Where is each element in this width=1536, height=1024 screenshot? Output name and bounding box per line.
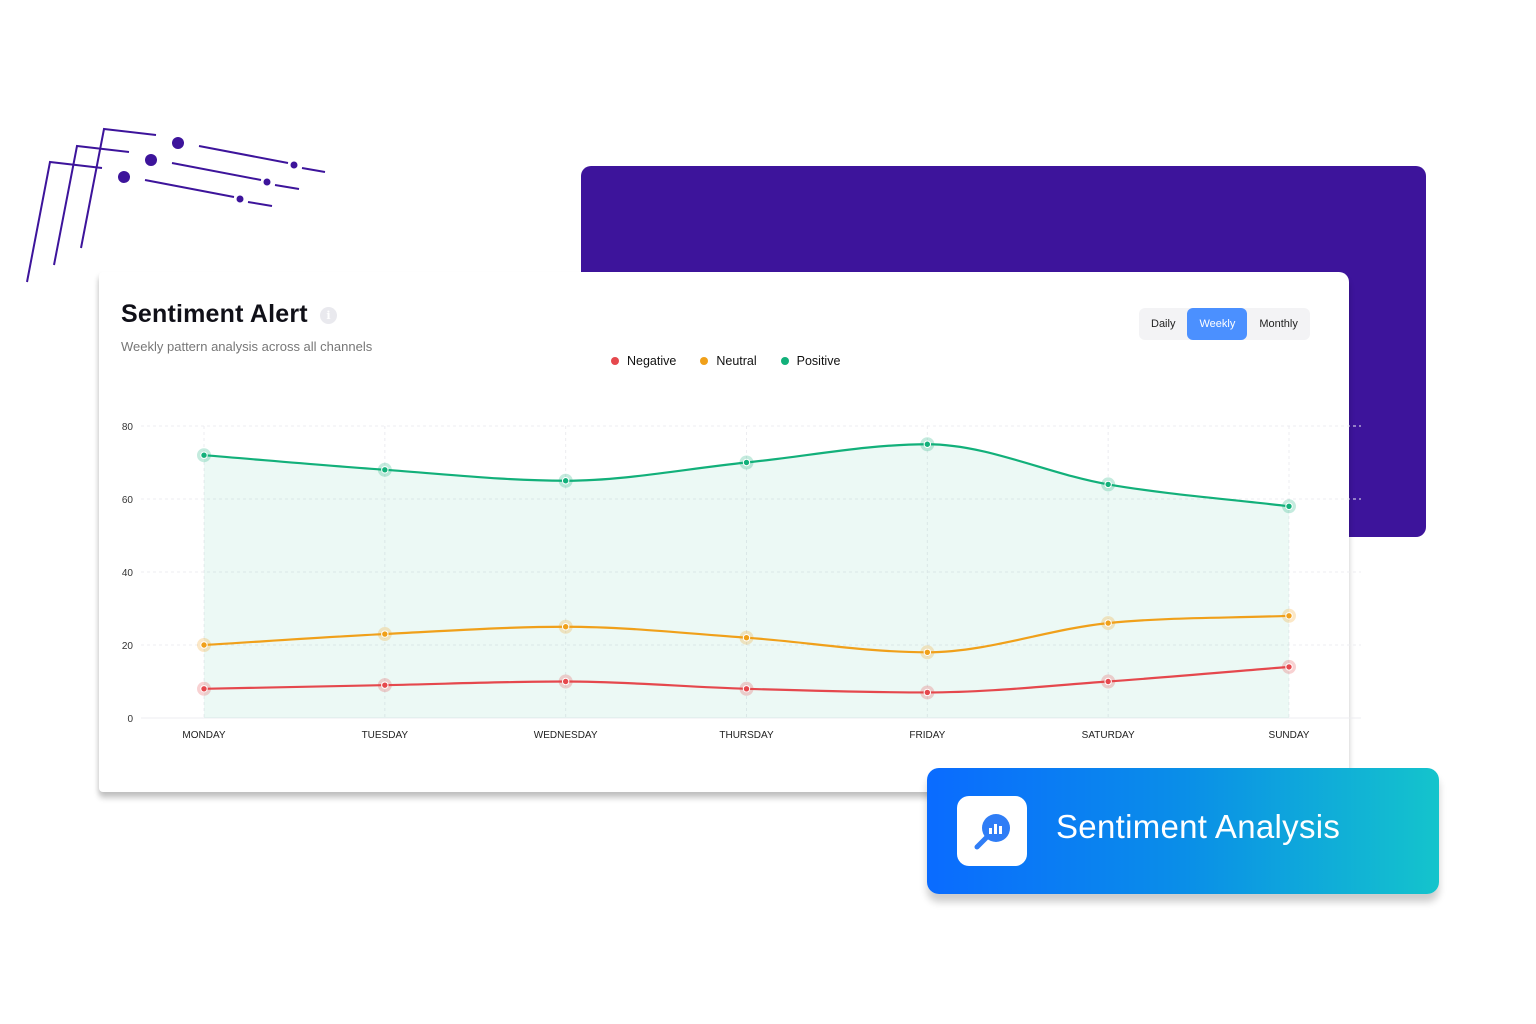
card-subtitle: Weekly pattern analysis across all chann…: [121, 339, 373, 354]
x-tick-label: FRIDAY: [909, 730, 945, 741]
y-tick-label: 80: [122, 422, 134, 433]
area-positive: [204, 444, 1289, 718]
toggle-monthly-button[interactable]: Monthly: [1247, 308, 1310, 340]
data-point-positive: [200, 451, 208, 459]
x-tick-label: MONDAY: [182, 730, 225, 741]
badge-icon-tile: [957, 796, 1027, 866]
chart-legend: Negative Neutral Positive: [611, 354, 840, 368]
data-point-positive: [742, 458, 751, 467]
x-tick-label: TUESDAY: [362, 730, 409, 741]
data-point-negative: [742, 685, 751, 693]
page-title: Sentiment Alert: [121, 300, 308, 328]
data-point-positive: [561, 477, 570, 485]
data-point-neutral: [923, 648, 932, 656]
legend-dot-positive: [780, 357, 789, 365]
y-tick-label: 60: [122, 495, 134, 506]
data-point-negative: [200, 685, 208, 693]
data-point-neutral: [561, 623, 570, 631]
data-point-neutral: [1104, 619, 1112, 627]
toggle-weekly-button[interactable]: Weekly: [1187, 308, 1248, 340]
y-tick-label: 40: [122, 568, 134, 579]
badge-label: Sentiment Analysis: [1056, 808, 1341, 845]
legend-item-negative[interactable]: Negative: [611, 354, 676, 368]
y-tick-label: 0: [127, 714, 133, 725]
data-point-positive: [923, 440, 932, 448]
legend-dot-neutral: [700, 357, 709, 365]
data-point-positive: [1104, 480, 1112, 489]
magnifier-chart-icon: [974, 814, 1010, 850]
x-tick-label: WEDNESDAY: [534, 730, 598, 741]
x-tick-label: THURSDAY: [719, 730, 774, 741]
sentiment-alert-card: Sentiment Alert i Weekly pattern analysi…: [99, 272, 1361, 792]
data-point-negative: [1285, 663, 1293, 671]
decorative-lines-graphic: [26, 127, 326, 283]
data-point-negative: [561, 677, 570, 686]
legend-dot-negative: [611, 357, 619, 365]
sentiment-line-chart: 0 20 40 60 80 MONDAY TUESDAY WEDNESDAY THURSDAY F…: [122, 422, 1361, 741]
legend-item-positive[interactable]: Positive: [780, 354, 841, 368]
data-point-positive: [1285, 502, 1293, 511]
toggle-daily-button[interactable]: Daily: [1139, 308, 1187, 340]
data-point-neutral: [200, 641, 208, 649]
data-point-positive: [381, 466, 389, 474]
y-tick-label: 20: [122, 641, 134, 652]
data-point-negative: [923, 688, 932, 697]
data-point-neutral: [381, 630, 389, 638]
legend-label-positive: Positive: [796, 354, 841, 368]
data-point-neutral: [1285, 612, 1293, 620]
x-tick-label: SUNDAY: [1269, 730, 1310, 741]
legend-item-neutral[interactable]: Neutral: [700, 354, 757, 368]
x-tick-label: SATURDAY: [1082, 730, 1135, 741]
data-point-negative: [381, 681, 389, 689]
period-toggle: Daily Weekly Monthly: [1139, 308, 1310, 340]
sentiment-analysis-badge[interactable]: Sentiment Analysis: [927, 768, 1439, 894]
legend-label-neutral: Neutral: [716, 354, 757, 368]
data-point-negative: [1104, 677, 1112, 686]
legend-label-negative: Negative: [627, 354, 677, 368]
data-point-neutral: [742, 634, 751, 642]
info-icon[interactable]: i: [320, 307, 337, 324]
